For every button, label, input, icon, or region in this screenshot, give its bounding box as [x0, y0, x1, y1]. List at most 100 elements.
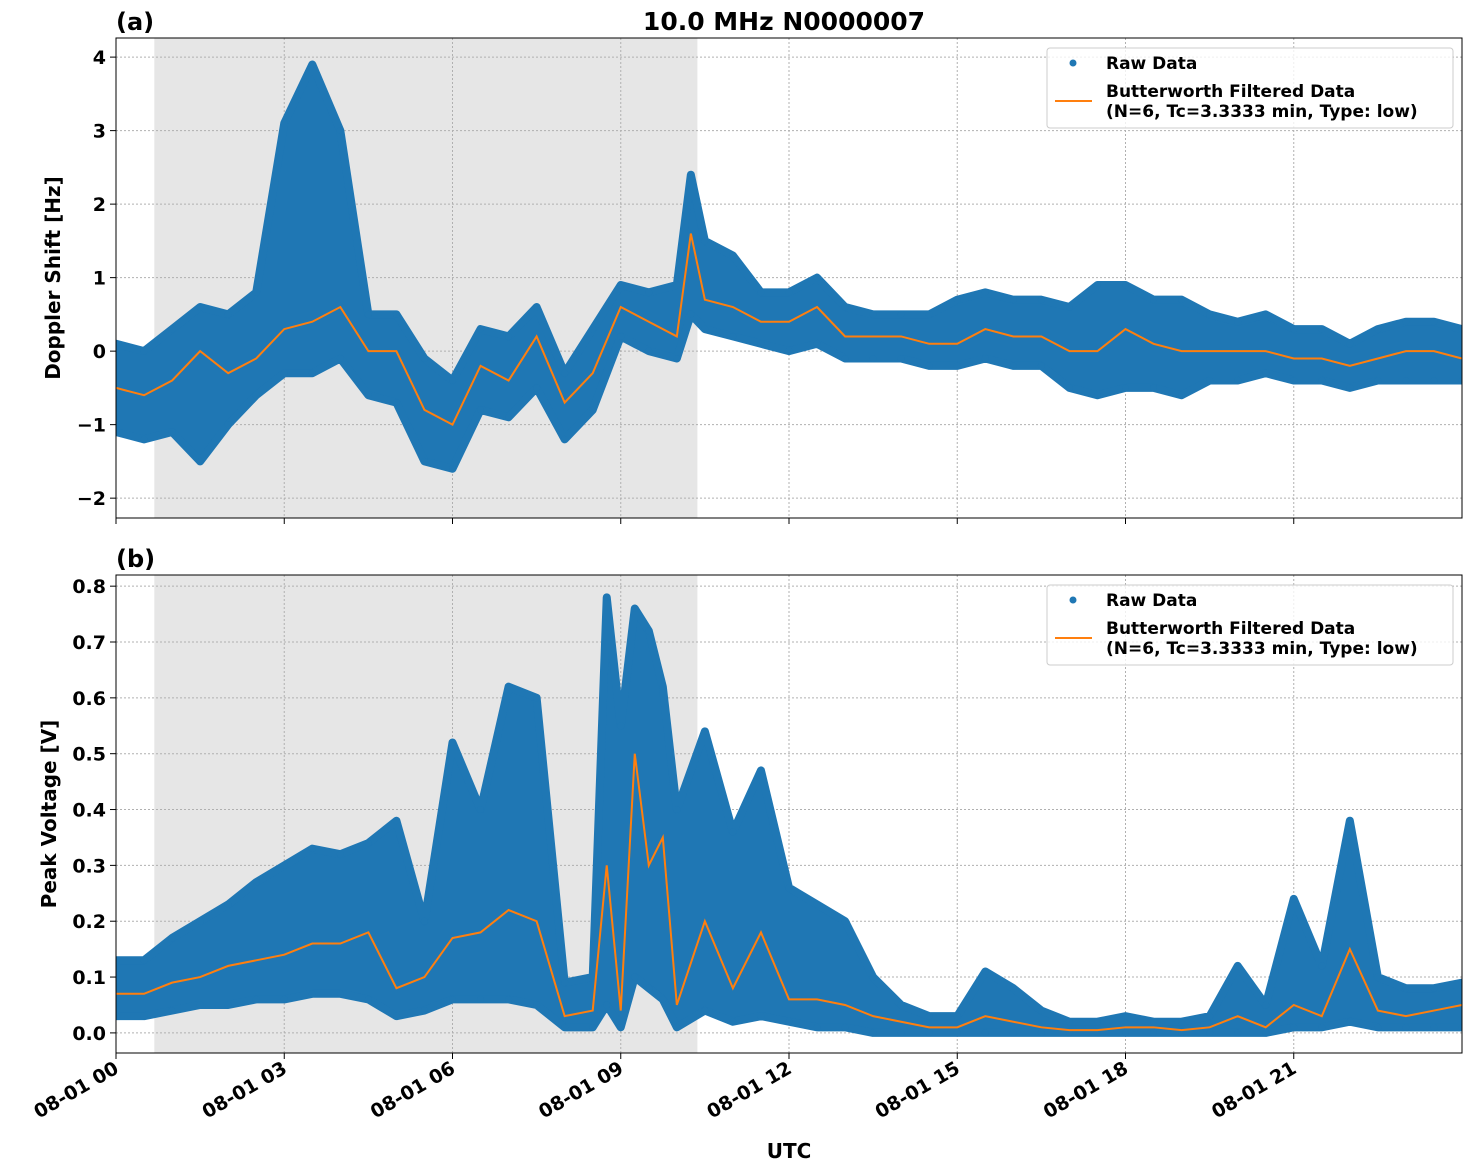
- x-tick-label: 08-01 12: [703, 1057, 795, 1123]
- y-tick-label: 0.6: [72, 688, 106, 710]
- raw-data-point: [897, 310, 905, 318]
- raw-data-point: [813, 340, 821, 348]
- raw-data-point: [1150, 1018, 1158, 1026]
- raw-data-point: [1318, 962, 1326, 970]
- raw-data-point: [841, 917, 849, 925]
- raw-data-point: [1122, 1012, 1129, 1020]
- raw-data-band: [116, 60, 1462, 473]
- raw-data-point: [589, 406, 597, 414]
- raw-data-point: [1458, 1023, 1462, 1031]
- raw-data-point: [1122, 384, 1129, 392]
- raw-data-point: [533, 694, 541, 702]
- panel-label: (a): [116, 8, 154, 36]
- legend-raw-label: Raw Data: [1106, 591, 1197, 611]
- raw-data-point: [116, 956, 120, 964]
- raw-data-point: [477, 806, 485, 814]
- y-tick-label: 0.8: [72, 576, 106, 598]
- raw-data-point: [1290, 325, 1298, 333]
- raw-data-point: [1318, 325, 1326, 333]
- raw-data-point: [196, 917, 204, 925]
- raw-data-point: [659, 995, 667, 1003]
- raw-data-point: [1150, 384, 1158, 392]
- y-tick-label: 0.0: [72, 1023, 106, 1045]
- x-tick-label: 08-01 09: [535, 1057, 627, 1123]
- raw-data-point: [1262, 1001, 1270, 1009]
- raw-data-point: [701, 237, 709, 245]
- raw-data-point: [645, 347, 653, 355]
- raw-data-point: [280, 119, 288, 127]
- raw-data-point: [1402, 377, 1410, 385]
- raw-data-point: [420, 917, 428, 925]
- raw-data-point: [196, 457, 204, 465]
- y-tick-label: 0: [93, 341, 106, 363]
- raw-data-point: [533, 303, 541, 311]
- raw-data-point: [981, 967, 989, 975]
- raw-data-point: [757, 1012, 765, 1020]
- raw-data-point: [897, 354, 905, 362]
- raw-data-point: [1065, 303, 1073, 311]
- raw-data-point: [336, 850, 344, 858]
- raw-data-point: [116, 340, 120, 348]
- raw-data-point: [449, 377, 456, 385]
- legend-raw-marker: [1069, 59, 1077, 67]
- legend: Raw Data Butterworth Filtered Data(N=6, T…: [1046, 47, 1454, 129]
- y-tick-label: 0.4: [72, 800, 106, 822]
- raw-data-point: [1065, 384, 1073, 392]
- panel-label: (b): [116, 545, 155, 573]
- raw-data-point: [701, 727, 709, 735]
- plot-area: [116, 60, 1462, 473]
- raw-data-point: [673, 281, 681, 289]
- panel-a: −2 −1 0 1 2 3 4 (a) Doppler Shift [Hz] Raw Data Bu…: [41, 8, 1463, 524]
- raw-data-point: [1402, 984, 1410, 992]
- raw-data-point: [196, 303, 204, 311]
- raw-data-point: [224, 1001, 232, 1009]
- raw-data-point: [1402, 1023, 1410, 1031]
- filtered-data-line: [116, 753, 1462, 1032]
- raw-data-point: [1093, 1029, 1101, 1037]
- raw-data-point: [140, 347, 148, 355]
- raw-data-point: [392, 399, 400, 407]
- raw-data-point: [953, 296, 961, 304]
- raw-data-point: [589, 1023, 597, 1031]
- raw-data-point: [1150, 1029, 1158, 1037]
- raw-data-point: [308, 990, 316, 998]
- raw-data-point: [953, 1029, 961, 1037]
- y-axis-label: Doppler Shift [Hz]: [41, 176, 65, 380]
- raw-data-point: [1318, 1023, 1326, 1031]
- y-tick-label: 0.5: [72, 744, 106, 766]
- raw-data-point: [308, 60, 316, 68]
- raw-data-point: [280, 995, 288, 1003]
- raw-data-point: [224, 900, 232, 908]
- x-axis-label: UTC: [767, 1139, 812, 1163]
- raw-data-point: [140, 435, 148, 443]
- raw-data-point: [897, 1029, 905, 1037]
- raw-data-point: [1234, 962, 1242, 970]
- raw-data-point: [505, 995, 513, 1003]
- raw-data-point: [981, 354, 989, 362]
- raw-data-point: [1374, 377, 1382, 385]
- legend-raw-label: Raw Data: [1106, 54, 1197, 74]
- raw-data-point: [785, 347, 793, 355]
- raw-data-point: [869, 310, 877, 318]
- legend-filtered-label: Butterworth Filtered Data: [1106, 82, 1355, 102]
- y-tick-label: 1: [93, 268, 106, 290]
- legend-filtered-params: (N=6, Tc=3.3333 min, Type: low): [1106, 639, 1418, 659]
- raw-data-point: [603, 1001, 611, 1009]
- raw-data-point: [1402, 318, 1410, 326]
- raw-data-band: [116, 593, 1462, 1037]
- legend-filtered-label: Butterworth Filtered Data: [1106, 619, 1355, 639]
- legend-filtered-params: (N=6, Tc=3.3333 min, Type: low): [1106, 102, 1418, 122]
- raw-data-point: [364, 391, 372, 399]
- x-tick-label: 08-01 15: [871, 1057, 963, 1123]
- raw-data-point: [1262, 1029, 1270, 1037]
- y-tick-label: 0.7: [72, 632, 106, 654]
- raw-data-point: [1374, 973, 1382, 981]
- raw-data-point: [1178, 1018, 1186, 1026]
- raw-data-point: [308, 369, 316, 377]
- raw-data-point: [533, 1001, 541, 1009]
- raw-data-point: [505, 683, 513, 691]
- x-tick-label: 08-01 03: [198, 1057, 290, 1123]
- raw-data-point: [1430, 984, 1438, 992]
- x-tick-label: 08-01 18: [1040, 1057, 1132, 1123]
- raw-data-point: [645, 984, 653, 992]
